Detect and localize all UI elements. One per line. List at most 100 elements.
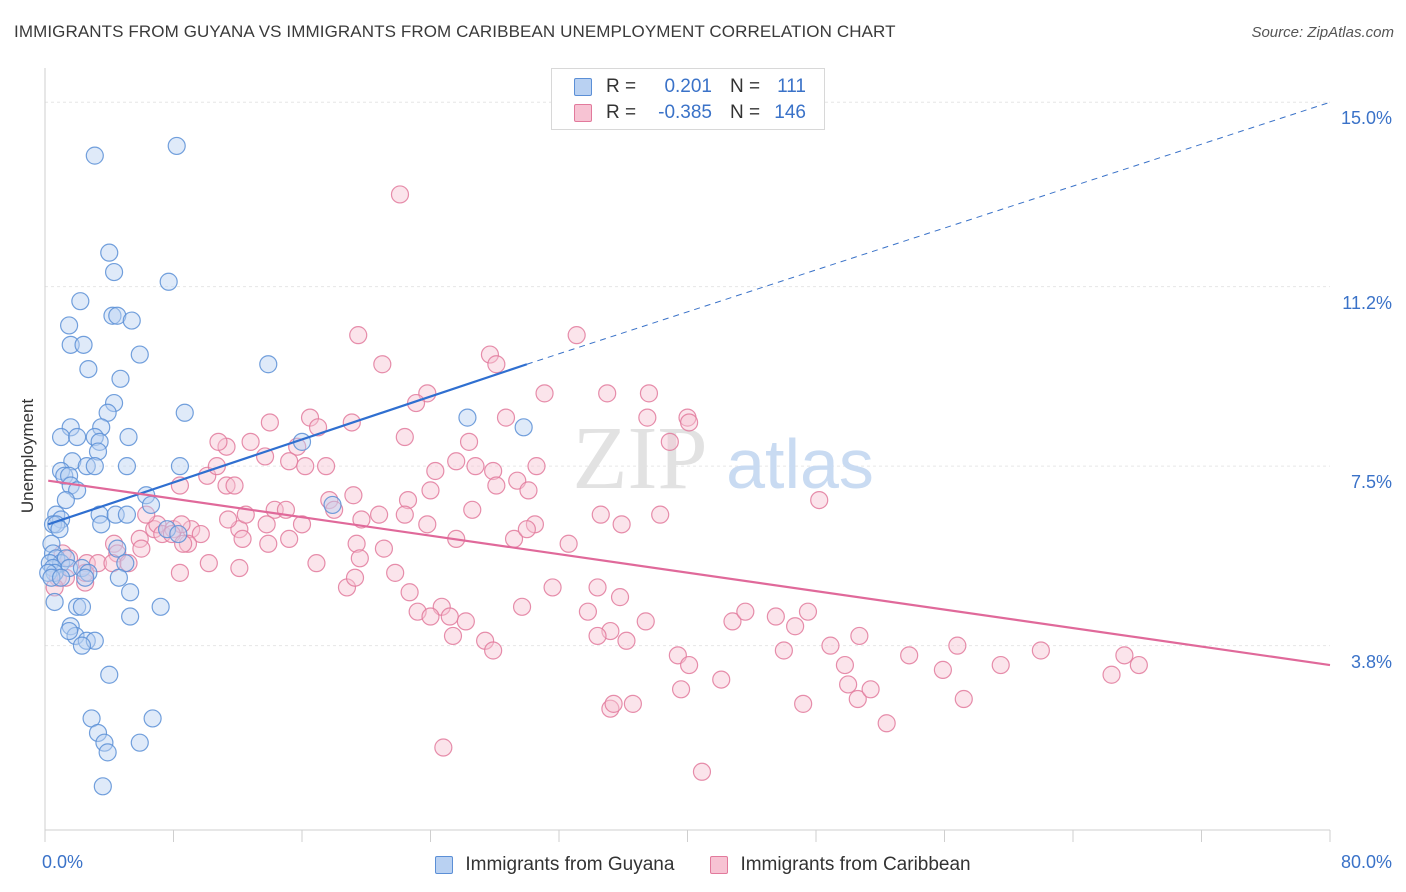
data-point-caribbean (370, 505, 389, 524)
data-point-caribbean (1129, 655, 1148, 675)
data-point-guyana (45, 592, 64, 612)
data-point-caribbean (463, 500, 482, 519)
data-point-caribbean (421, 607, 440, 626)
data-point-caribbean (1102, 665, 1121, 684)
data-point-caribbean (349, 326, 368, 345)
data-point-caribbean (480, 345, 500, 364)
data-point-guyana (72, 636, 92, 655)
data-point-caribbean (559, 534, 578, 553)
data-point-guyana (51, 427, 71, 447)
data-point-guyana (143, 709, 162, 728)
data-point-caribbean (316, 457, 336, 476)
trend-line-guyana (47, 363, 528, 526)
data-point-guyana (98, 743, 117, 762)
data-point-caribbean (900, 646, 919, 665)
data-point-guyana (76, 568, 95, 587)
legend-swatch-caribbean (574, 104, 592, 122)
data-point-guyana (323, 495, 342, 515)
data-point-caribbean (588, 578, 607, 597)
legend-n-label: N = (730, 102, 761, 123)
data-point-caribbean (280, 529, 299, 549)
data-point-caribbean (440, 607, 459, 626)
data-point-caribbean (1031, 641, 1050, 660)
data-point-caribbean (386, 563, 405, 582)
data-point-guyana (68, 427, 87, 447)
data-point-caribbean (398, 490, 418, 510)
data-point-caribbean (443, 626, 463, 646)
data-point-caribbean (848, 689, 867, 709)
data-point-guyana (42, 568, 61, 587)
data-point-caribbean (638, 408, 657, 427)
y-tick-label: 15.0% (1340, 108, 1392, 129)
data-point-caribbean (617, 631, 636, 650)
legend-swatch-guyana (435, 856, 454, 874)
data-point-caribbean (612, 515, 631, 534)
data-point-caribbean (712, 670, 731, 689)
data-point-guyana (85, 457, 104, 476)
chart-title: IMMIGRANTS FROM GUYANA VS IMMIGRANTS FRO… (14, 22, 896, 41)
data-point-caribbean (588, 626, 607, 646)
data-point-caribbean (296, 457, 315, 476)
data-point-guyana (141, 495, 161, 515)
data-point-caribbean (601, 699, 620, 718)
legend-n-value-caribbean: 146 (774, 102, 806, 123)
data-point-caribbean (794, 694, 813, 713)
data-point-guyana (100, 665, 119, 684)
data-point-guyana (259, 355, 278, 374)
data-point-caribbean (484, 641, 503, 660)
data-point-caribbean (191, 524, 210, 544)
data-point-caribbean (877, 714, 896, 733)
data-point-caribbean (680, 413, 699, 432)
data-point-caribbean (350, 549, 369, 568)
data-point-guyana (130, 733, 149, 752)
data-point-caribbean (174, 534, 193, 553)
data-point-caribbean (259, 534, 278, 553)
data-point-caribbean (591, 505, 610, 524)
legend-row-caribbean: R = -0.385 N = 146 (574, 100, 806, 126)
data-point-guyana (169, 524, 188, 544)
data-point-guyana (79, 359, 98, 379)
data-point-caribbean (598, 384, 617, 403)
data-point-guyana (117, 457, 137, 476)
data-point-caribbean (345, 568, 365, 587)
data-point-caribbean (835, 655, 855, 675)
data-point-guyana (55, 466, 74, 485)
data-point-guyana (61, 335, 80, 354)
axes (44, 68, 1331, 842)
y-tick-label: 11.2% (1342, 292, 1392, 313)
data-point-guyana (104, 262, 124, 282)
legend-r-value-guyana: 0.201 (664, 76, 712, 97)
data-point-guyana (92, 515, 111, 534)
data-point-caribbean (535, 384, 554, 403)
data-point-caribbean (170, 563, 190, 582)
data-point-guyana (130, 345, 149, 364)
data-point-caribbean (948, 636, 967, 655)
data-point-guyana (88, 442, 108, 461)
data-point-caribbean (178, 534, 198, 553)
data-point-caribbean (257, 515, 276, 534)
data-point-caribbean (954, 689, 973, 709)
data-point-caribbean (636, 612, 655, 631)
data-point-guyana (117, 505, 137, 524)
data-point-caribbean (347, 534, 366, 553)
data-point-caribbean (766, 607, 785, 626)
data-point-guyana (122, 311, 141, 330)
legend-n-label: N = (730, 76, 761, 97)
data-point-caribbean (527, 457, 546, 476)
data-point-caribbean (933, 660, 952, 679)
source-label: Source: ZipAtlas.com (1251, 24, 1394, 41)
data-point-caribbean (374, 539, 394, 558)
data-point-guyana (103, 306, 122, 325)
data-point-guyana (514, 418, 533, 437)
data-point-caribbean (512, 597, 532, 616)
data-point-caribbean (418, 515, 437, 534)
legend-row-guyana: R = 0.201 N = 111 (574, 74, 806, 100)
data-point-caribbean (199, 554, 218, 573)
legend-r-value-caribbean: -0.385 (658, 102, 712, 123)
data-point-guyana (100, 243, 119, 262)
y-axis-label: Unemployment (18, 398, 37, 514)
data-point-caribbean (496, 408, 516, 427)
data-point-caribbean (292, 515, 312, 534)
x-tick-label-min: 0.0% (42, 852, 84, 872)
data-point-guyana (121, 607, 140, 626)
